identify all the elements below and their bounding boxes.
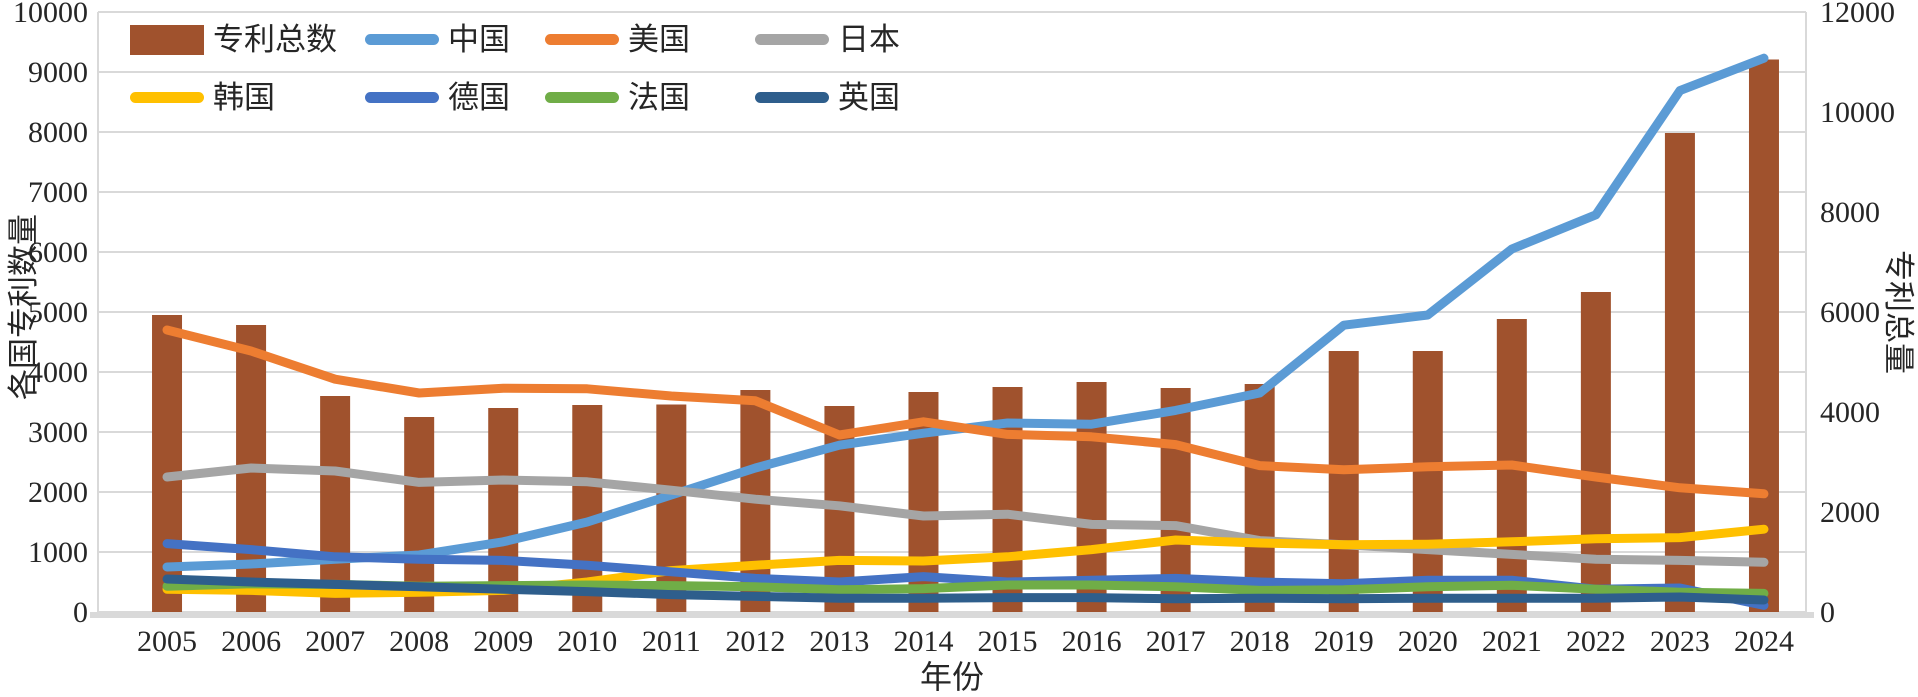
left-axis-tick-label: 1000 xyxy=(28,536,88,569)
x-tick-label: 2019 xyxy=(1314,625,1374,658)
bar-2018 xyxy=(1244,384,1275,612)
right-axis-tick-label: 10000 xyxy=(1820,96,1895,129)
left-axis-tick-label: 4000 xyxy=(28,356,88,389)
bar-2009 xyxy=(488,408,519,612)
x-tick-label: 2013 xyxy=(809,625,869,658)
x-tick-label: 2020 xyxy=(1398,625,1458,658)
line-series-3 xyxy=(162,463,1769,567)
x-tick-label: 2023 xyxy=(1650,625,1710,658)
bar-2008 xyxy=(404,417,435,612)
x-tick-label: 2012 xyxy=(725,625,785,658)
x-tick-label: 2017 xyxy=(1146,625,1206,658)
left-axis-title: 各国专利数量 xyxy=(6,214,41,400)
left-axis-tick-label: 6000 xyxy=(28,236,88,269)
left-axis-tick-label: 2000 xyxy=(28,476,88,509)
x-tick-label: 2009 xyxy=(473,625,533,658)
bar-2007 xyxy=(320,396,351,612)
left-axis-tick-label: 10000 xyxy=(13,0,88,29)
x-tick-label: 2024 xyxy=(1734,625,1794,658)
right-axis-tick-label: 4000 xyxy=(1820,396,1880,429)
bar-2020 xyxy=(1412,351,1443,612)
x-tick-label: 2005 xyxy=(137,625,197,658)
left-axis-tick-label: 8000 xyxy=(28,116,88,149)
bar-2019 xyxy=(1328,351,1359,612)
x-tick-label: 2018 xyxy=(1230,625,1290,658)
x-tick-label: 2011 xyxy=(642,625,701,658)
left-axis-tick-label: 0 xyxy=(73,596,88,629)
gridlines-layer xyxy=(90,11,1814,618)
x-tick-label: 2021 xyxy=(1482,625,1542,658)
bar-2024 xyxy=(1748,59,1779,612)
right-axis-title: 专利总量 xyxy=(1881,250,1916,374)
axis-ticks-layer: 0 1000 2000 3000 4000 5000 6000 7000 8000 9000 100… xyxy=(13,0,1895,658)
right-axis-tick-label: 2000 xyxy=(1820,496,1880,529)
lines-layer xyxy=(162,53,1769,610)
right-axis-tick-label: 12000 xyxy=(1820,0,1895,29)
line-series-7 xyxy=(162,574,1769,605)
x-tick-label: 2022 xyxy=(1566,625,1626,658)
line-series-2 xyxy=(162,325,1769,499)
x-tick-label: 2007 xyxy=(305,625,365,658)
line-series-5 xyxy=(162,539,1769,610)
x-tick-label: 2008 xyxy=(389,625,449,658)
x-tick-label: 2014 xyxy=(893,625,953,658)
left-axis-tick-label: 3000 xyxy=(28,416,88,449)
x-tick-label: 2016 xyxy=(1062,625,1122,658)
left-axis-tick-label: 9000 xyxy=(28,56,88,89)
bar-2011 xyxy=(656,404,687,612)
right-axis-tick-label: 6000 xyxy=(1820,296,1880,329)
line-series-4 xyxy=(162,524,1769,598)
bars-layer xyxy=(152,59,1779,612)
x-tick-label: 2015 xyxy=(978,625,1038,658)
right-axis-tick-label: 8000 xyxy=(1820,196,1880,229)
x-tick-label: 2006 xyxy=(221,625,281,658)
x-tick-label: 2010 xyxy=(557,625,617,658)
left-axis-tick-label: 5000 xyxy=(28,296,88,329)
bar-2022 xyxy=(1580,292,1611,612)
x-axis-title: 年份 xyxy=(920,659,984,695)
left-axis-tick-label: 7000 xyxy=(28,176,88,209)
right-axis-tick-label: 0 xyxy=(1820,596,1835,629)
